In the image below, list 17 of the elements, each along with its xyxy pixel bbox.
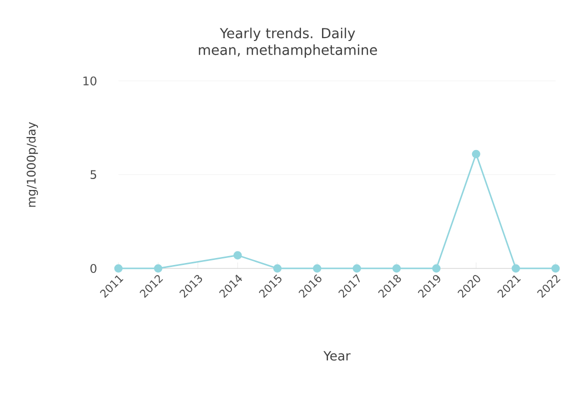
- y-tick-label: 5: [90, 170, 96, 180]
- point: [154, 264, 162, 273]
- point: [512, 264, 520, 273]
- point: [114, 264, 123, 273]
- point: [551, 264, 560, 273]
- point: [273, 264, 282, 273]
- chart-title: Yearly trends. Daily mean, methamphetamine: [198, 28, 377, 58]
- point: [233, 251, 242, 260]
- y-tick-label: 0: [90, 264, 96, 274]
- y-tick-label: 10: [83, 76, 96, 86]
- point: [392, 264, 401, 273]
- x-axis-title: Year: [323, 351, 351, 361]
- y-axis-title: mg/1000p/day: [26, 122, 38, 207]
- point: [352, 264, 362, 273]
- point: [312, 264, 322, 273]
- point: [432, 264, 441, 273]
- point: [472, 150, 480, 158]
